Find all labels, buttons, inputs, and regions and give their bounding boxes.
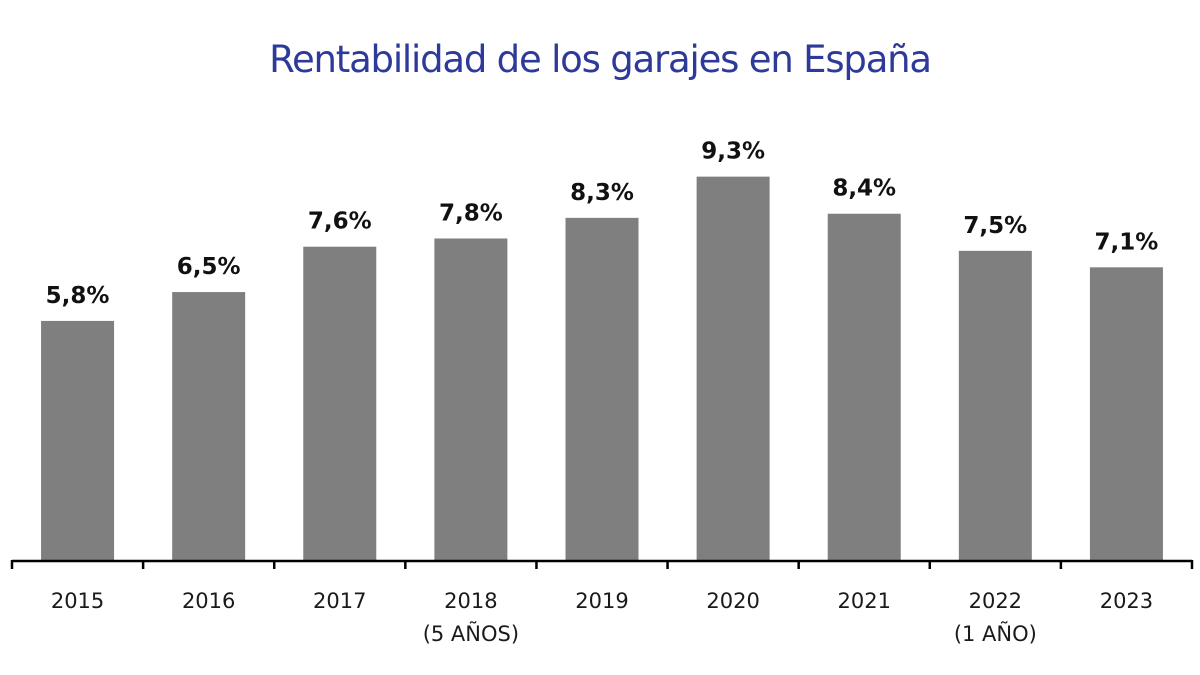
- x-tick-label-2016: 2016: [182, 589, 235, 613]
- x-tick-label-2018: 2018: [444, 589, 497, 613]
- x-tick-sublabel-2022: (1 AÑO): [954, 620, 1037, 646]
- bar-2016: [172, 292, 246, 560]
- x-tick-label-2020: 2020: [706, 589, 759, 613]
- bar-2015: [41, 320, 115, 560]
- x-tick-labels-group: 2015 2016 2017 2018 (5 AÑOS) 2019 2020 2021 2022…: [51, 589, 1153, 646]
- bar-2021: [827, 213, 901, 560]
- data-label-2015: 5,8%: [46, 283, 110, 309]
- data-label-2019: 8,3%: [570, 180, 634, 206]
- bars-group: [41, 176, 1163, 561]
- data-label-2023: 7,1%: [1095, 229, 1159, 255]
- data-label-2022: 7,5%: [963, 213, 1027, 239]
- bar-2019: [565, 217, 639, 560]
- x-tick-label-2019: 2019: [575, 589, 628, 613]
- data-label-2016: 6,5%: [177, 254, 241, 280]
- x-tick-label-2022: 2022: [969, 589, 1022, 613]
- bar-2020: [696, 176, 770, 560]
- x-axis: [10, 559, 1194, 569]
- bar-2023: [1089, 267, 1163, 560]
- x-tick-label-2015: 2015: [51, 589, 104, 613]
- x-tick-label-2023: 2023: [1100, 589, 1153, 613]
- x-tick-label-2017: 2017: [313, 589, 366, 613]
- bar-2018: [434, 238, 508, 561]
- data-label-2017: 7,6%: [308, 209, 372, 235]
- data-label-2018: 7,8%: [439, 200, 503, 226]
- x-tick-label-2021: 2021: [837, 589, 890, 613]
- data-labels-group: 5,8% 6,5% 7,6% 7,8% 8,3% 9,3% 8,4% 7,5% 7,1%: [46, 139, 1159, 309]
- x-tick-sublabel-2018: (5 AÑOS): [423, 620, 519, 646]
- chart-title: Rentabilidad de los garajes en España: [269, 38, 932, 81]
- data-label-2020: 9,3%: [701, 139, 765, 165]
- bar-2017: [303, 246, 377, 560]
- data-label-2021: 8,4%: [832, 176, 896, 202]
- bar-2022: [958, 250, 1032, 560]
